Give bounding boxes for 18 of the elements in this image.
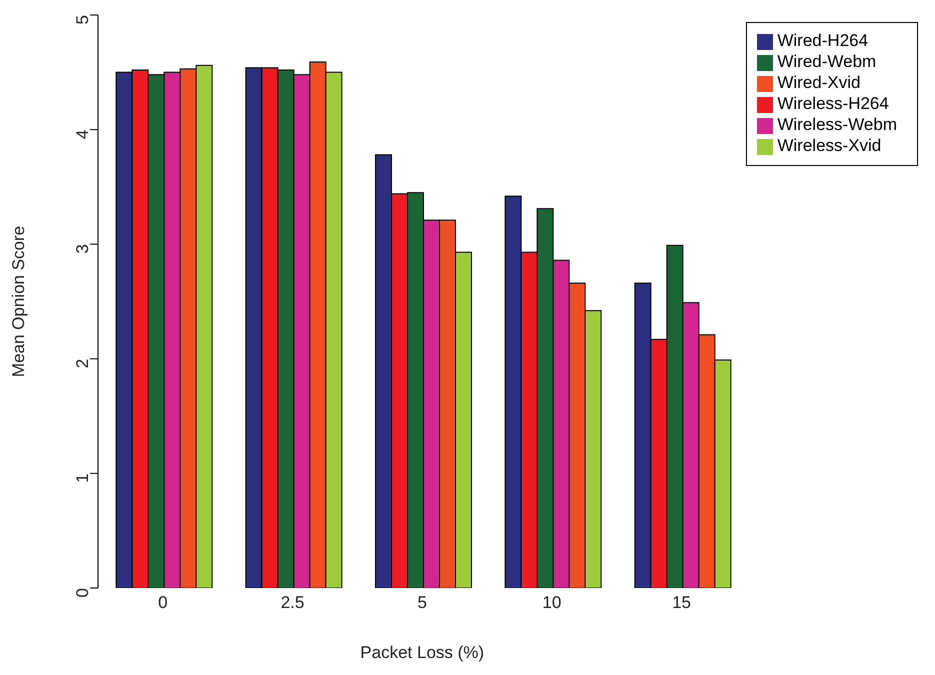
legend-label: Wired-H264	[777, 31, 868, 50]
y-tick-label: 4	[73, 130, 92, 140]
x-tick-label: 10	[542, 593, 562, 612]
x-tick-label: 2.5	[280, 593, 304, 612]
legend-label: Wireless-H264	[777, 94, 889, 113]
x-tick-label: 5	[417, 593, 427, 612]
legend-label: Wireless-Webm	[777, 115, 897, 134]
legend-label: Wired-Webm	[777, 52, 876, 71]
y-tick-label: 1	[73, 473, 92, 483]
legend-label: Wireless-Xvid	[777, 136, 882, 155]
x-tick-label: 0	[158, 593, 168, 612]
x-tick-label: 15	[672, 593, 691, 612]
y-tick-label: 3	[73, 244, 92, 254]
y-axis-title: Mean Opnion Score	[9, 226, 28, 378]
y-tick-label: 5	[73, 15, 92, 24]
legend-label: Wired-Xvid	[777, 73, 860, 92]
y-tick-label: 2	[73, 358, 92, 368]
x-axis-title: Packet Loss (%)	[360, 643, 484, 662]
